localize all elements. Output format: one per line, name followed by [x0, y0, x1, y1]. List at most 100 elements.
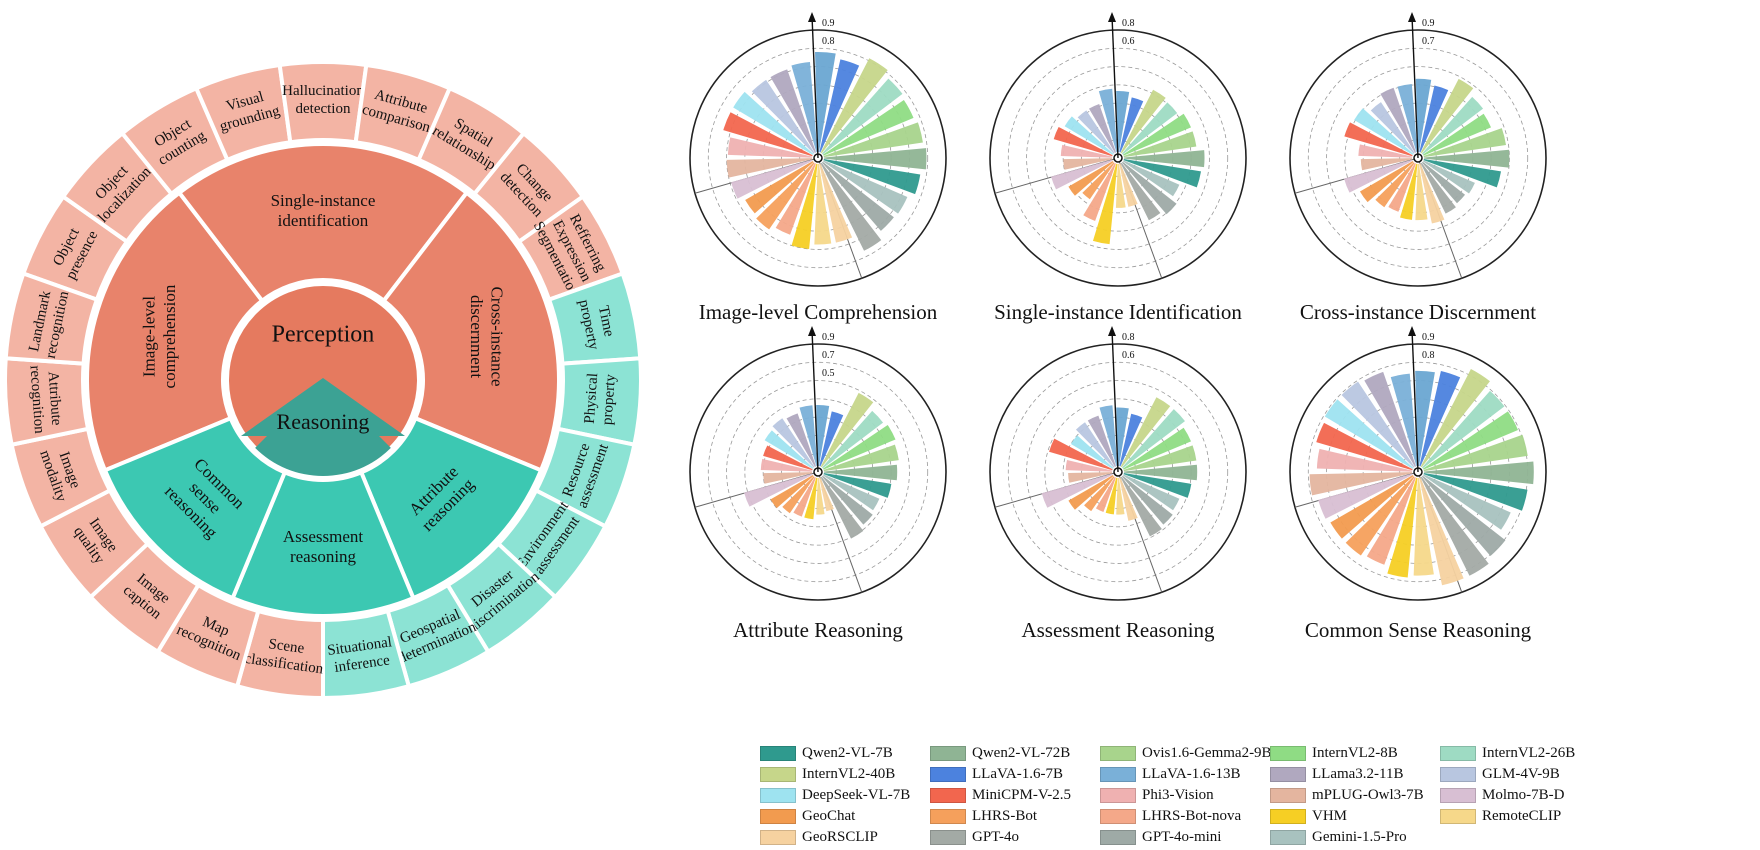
radar-grid-ring: [1026, 66, 1210, 250]
radar-axis-arrow: [811, 329, 819, 473]
legend-item: Ovis1.6-Gemma2-9B: [1100, 744, 1272, 762]
radar-bar: [1413, 477, 1434, 576]
legend-item: MiniCPM-V-2.5: [930, 786, 1071, 804]
legend-label: Phi3-Vision: [1142, 786, 1214, 803]
legend-label: Qwen2-VL-72B: [972, 744, 1071, 761]
radar-bar: [1121, 161, 1177, 215]
radar-bar: [1423, 128, 1507, 158]
legend-label: InternVL2-26B: [1482, 744, 1576, 761]
radar-bar: [1087, 415, 1117, 467]
radar-bar: [1341, 381, 1415, 468]
radar-tick-label: 0.8: [1122, 18, 1135, 29]
radar-bar: [1122, 160, 1180, 197]
radar-bar: [1105, 477, 1118, 515]
radar-bar: [1387, 477, 1418, 578]
legend-item: LLaVA-1.6-13B: [1100, 765, 1240, 783]
radar-axis-arrow: [1411, 15, 1419, 159]
radar-bar: [1388, 163, 1416, 212]
radar-bar: [1421, 390, 1505, 469]
legend-swatch: [760, 829, 796, 845]
radar-bar: [1122, 113, 1192, 156]
legend-swatch: [1270, 808, 1306, 824]
legend-label: Ovis1.6-Gemma2-9B: [1142, 744, 1272, 761]
radar-outer-ring: [989, 29, 1247, 287]
radar-bar: [820, 162, 882, 251]
radar-bar: [1070, 435, 1114, 469]
radar-grid-ring: [1007, 361, 1229, 583]
legend-label: GPT-4o: [972, 828, 1019, 845]
radar-bar: [1064, 116, 1114, 155]
radar-bar: [821, 410, 884, 469]
radar-bar: [821, 475, 873, 525]
radar-bar: [1049, 438, 1113, 471]
legend-swatch: [930, 766, 966, 782]
radar-outer-ring: [989, 343, 1247, 601]
sunburst-middle-segment: [358, 415, 544, 601]
legend-swatch: [930, 787, 966, 803]
radar-grid-ring: [1326, 66, 1510, 250]
radar-bar: [1330, 474, 1414, 539]
radar-outer-ring: [1289, 343, 1547, 601]
radar-attribute-reasoning: 0.9 0.7 0.5: [689, 326, 947, 601]
legend-swatch: [760, 787, 796, 803]
radar-bar: [770, 69, 817, 153]
legend-item: mPLUG-Owl3-7B: [1270, 786, 1424, 804]
legend-label: LHRS-Bot: [972, 807, 1038, 824]
radar-bar: [1123, 158, 1202, 188]
radar-bar: [1422, 411, 1519, 470]
radar-bar: [1077, 110, 1115, 154]
radar-axis-arrowhead: [1108, 12, 1116, 22]
radar-bar: [823, 122, 923, 158]
radar-bar: [804, 477, 818, 520]
radar-bar: [820, 58, 888, 154]
radar-axis-arrowhead: [1408, 326, 1416, 336]
radar-bar: [1119, 413, 1143, 467]
radar-bar: [1345, 476, 1415, 556]
legend-item: Molmo-7B-D: [1440, 786, 1565, 804]
legend-label: RemoteCLIP: [1482, 807, 1562, 824]
sunburst-middle-segment: [176, 142, 470, 304]
legend-label: GeoRSCLIP: [802, 828, 878, 845]
radar-bar: [823, 464, 898, 481]
legend-label: DeepSeek-VL-7B: [802, 786, 911, 803]
radar-grid-ring: [1026, 380, 1210, 564]
radar-bar: [1116, 91, 1130, 153]
radar-bar: [1120, 476, 1162, 537]
sunburst-reasoning-label: Reasoning: [277, 409, 370, 434]
radar-bar: [816, 405, 830, 467]
radar-bar: [1370, 102, 1415, 154]
legend-swatch: [760, 766, 796, 782]
radar-bar: [1375, 162, 1415, 208]
radar-title-attribute-reasoning: Attribute Reasoning: [733, 618, 903, 642]
legend-item: GPT-4o-mini: [1100, 828, 1221, 846]
legend-item: DeepSeek-VL-7B: [760, 786, 910, 804]
legend-item: Gemini-1.5-Pro: [1270, 828, 1407, 846]
sunburst-outer-label: Attributerecognition: [26, 364, 64, 435]
radar-bar: [820, 476, 864, 539]
legend-label: Qwen2-VL-7B: [802, 744, 893, 761]
radar-bar: [1422, 113, 1492, 156]
radar-bar: [786, 413, 817, 467]
radar-bar: [1122, 474, 1180, 511]
radar-bar: [751, 79, 815, 154]
radar-bar: [1423, 158, 1502, 188]
radar-bar: [1098, 88, 1118, 153]
radar-bar: [726, 158, 813, 178]
radar-bar: [1119, 477, 1138, 521]
radar-bar: [1366, 477, 1416, 565]
legend-item: LHRS-Bot: [930, 807, 1037, 825]
radar-outer-ring: [689, 343, 947, 601]
radar-bar: [744, 473, 813, 507]
legend-item: VHM: [1270, 807, 1347, 825]
legend-swatch: [1100, 766, 1136, 782]
radar-tick-label: 0.7: [1422, 36, 1435, 47]
radar-bar: [1420, 162, 1456, 214]
radar-bar: [1422, 160, 1475, 194]
sunburst-outer-label: Physicalproperty: [582, 372, 619, 426]
radar-axis-arrowhead: [808, 12, 816, 22]
radar-bar: [815, 51, 836, 153]
legend-item: LLama3.2-11B: [1270, 765, 1404, 783]
radar-bar: [1324, 399, 1414, 469]
radar-bar: [1123, 150, 1205, 168]
radar-bar: [799, 405, 818, 467]
